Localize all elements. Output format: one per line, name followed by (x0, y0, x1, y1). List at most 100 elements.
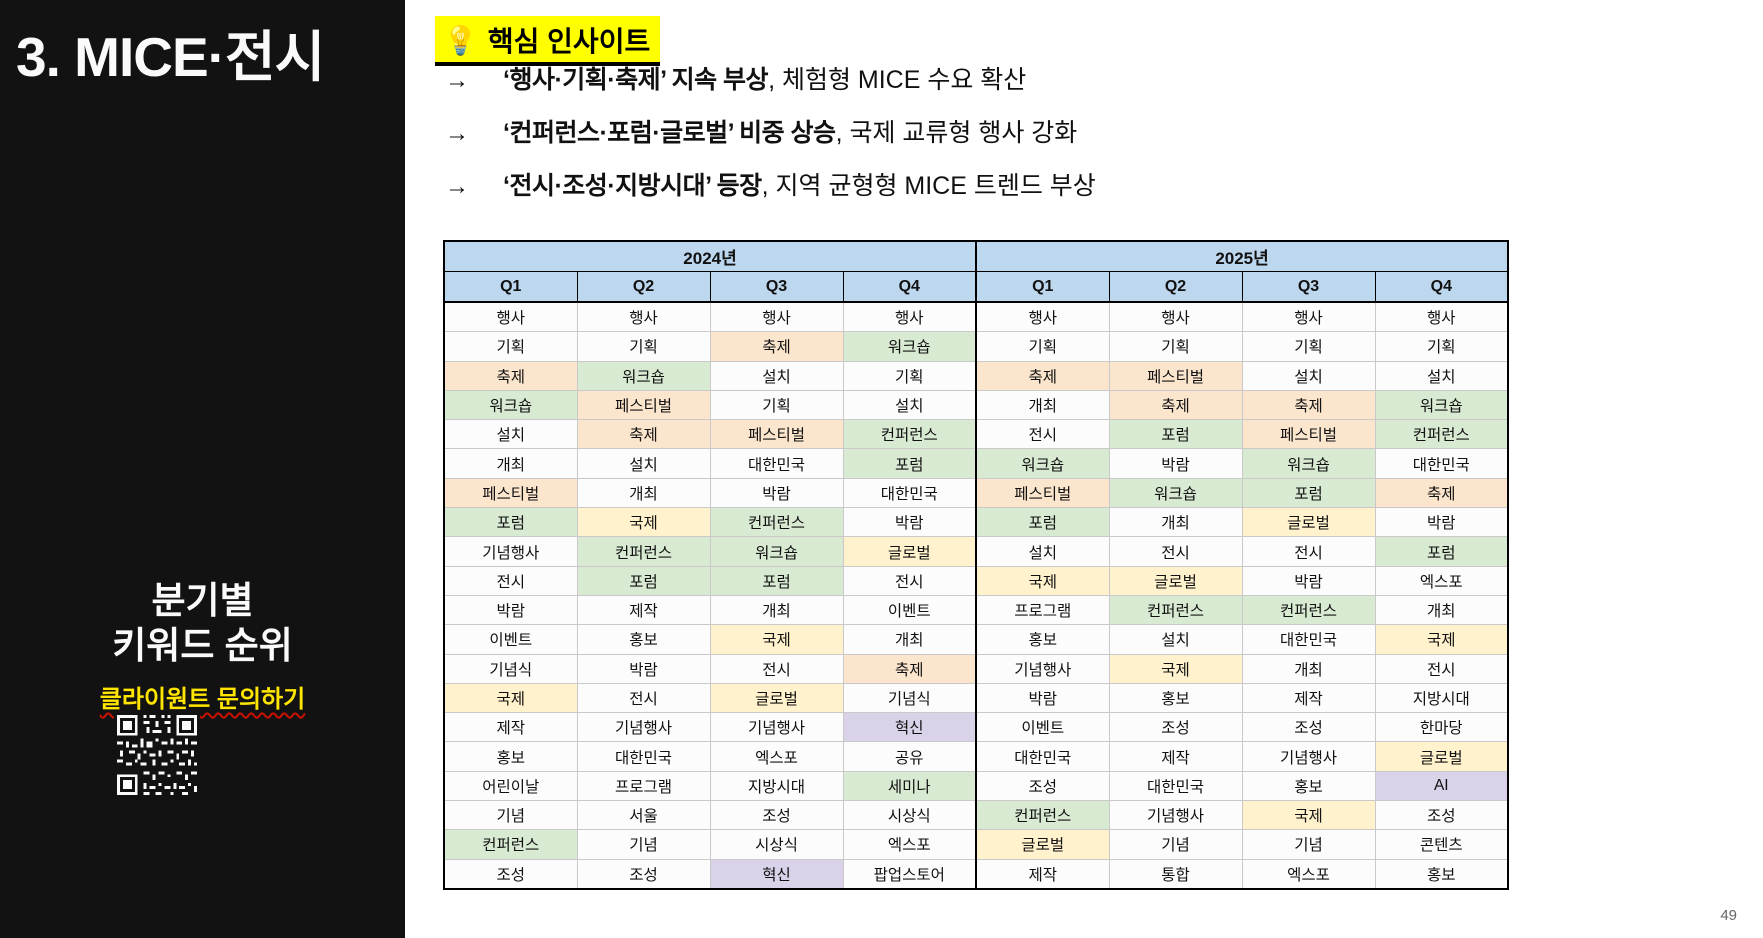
keyword-cell: 축제 (1374, 477, 1509, 509)
table-row: 기념행사 컨퍼런스 워크숍 글로벌 설치 전시 전시 포럼 (443, 536, 1509, 567)
keyword-cell: 박람 (842, 507, 977, 538)
keyword-cell: 기념행사 (1108, 800, 1243, 831)
qr-code (114, 712, 200, 798)
bullet-rest-text: , 국제 교류형 행사 강화 (835, 119, 1078, 147)
keyword-cell: 기념행사 (1241, 741, 1376, 772)
section-title: 3. MICE·전시 (16, 26, 325, 88)
keyword-cell: 혁신 (709, 858, 844, 890)
keyword-cell: 개최 (576, 477, 711, 509)
keyword-cell: 컨퍼런스 (576, 536, 711, 567)
keyword-cell: 국제 (576, 507, 711, 538)
quarter-header: Q2 (1108, 271, 1243, 303)
keyword-cell: 대한민국 (1108, 770, 1243, 802)
insight-title: 핵심 인사이트 (487, 26, 651, 57)
keyword-cell: 조성 (1108, 712, 1243, 743)
keyword-cell: 행사 (1241, 301, 1376, 333)
keyword-cell: 전시 (443, 565, 578, 596)
keyword-cell: 포럼 (1374, 536, 1509, 567)
insight-bullet-3: → ‘전시·조성·지방시대’ 등장, 지역 균형형 MICE 트렌드 부상 (445, 166, 1725, 202)
keyword-cell: 기념행사 (709, 712, 844, 743)
keyword-cell: 행사 (1108, 301, 1243, 333)
keyword-cell: 프로그램 (975, 594, 1110, 626)
keyword-cell: 기획 (975, 331, 1110, 362)
year-header: 2024년 (443, 240, 977, 272)
keyword-cell: 조성 (709, 800, 844, 831)
keyword-cell: 팝업스토어 (842, 858, 977, 890)
quarter-header: Q1 (443, 271, 578, 303)
keyword-cell: 제작 (576, 594, 711, 626)
keyword-cell: 글로벌 (709, 682, 844, 714)
table-row: 어린이날 프로그램 지방시대 세미나 조성 대한민국 홍보 AI (443, 770, 1509, 802)
table-row: 기념식 박람 전시 축제 기념행사 국제 개최 전시 (443, 653, 1509, 684)
keyword-cell: 국제 (709, 624, 844, 655)
contact-link[interactable]: 클라이원트 문의하기 (99, 686, 306, 713)
keyword-cell: 세미나 (842, 770, 977, 802)
bullet-bold-text: ‘전시·조성·지방시대’ 등장 (503, 172, 762, 200)
keyword-cell: 기획 (709, 389, 844, 421)
keyword-cell: 국제 (443, 682, 578, 714)
keyword-cell: 국제 (1374, 624, 1509, 655)
keyword-cell: 기획 (576, 331, 711, 362)
keyword-cell: 축제 (975, 360, 1110, 391)
keyword-cell: 엑스포 (1374, 565, 1509, 596)
table-row: 컨퍼런스 기념 시상식 엑스포 글로벌 기념 기념 콘텐츠 (443, 829, 1509, 860)
keyword-cell: 페스티벌 (709, 419, 844, 450)
keyword-cell: 기념 (443, 800, 578, 831)
keyword-cell: 설치 (1241, 360, 1376, 391)
lightbulb-icon: 💡 (443, 24, 478, 56)
main-content: 💡 핵심 인사이트 → ‘행사·기획·축제’ 지속 부상, 체험형 MICE 수요… (405, 0, 1763, 938)
keyword-cell: 조성 (443, 858, 578, 890)
keyword-cell: 컨퍼런스 (975, 800, 1110, 831)
bullet-bold-text: ‘컨퍼런스·포럼·글로벌’ 비중 상승 (503, 119, 836, 147)
keyword-cell: 기획 (842, 360, 977, 391)
table-row: 전시 포럼 포럼 전시 국제 글로벌 박람 엑스포 (443, 565, 1509, 596)
keyword-cell: 축제 (709, 331, 844, 362)
keyword-cell: 기념행사 (443, 536, 578, 567)
insight-bullet-2: → ‘컨퍼런스·포럼·글로벌’ 비중 상승, 국제 교류형 행사 강화 (445, 113, 1725, 149)
keyword-cell: 설치 (1108, 624, 1243, 655)
keyword-cell: 포럼 (1241, 477, 1376, 509)
keyword-cell: 이벤트 (842, 594, 977, 626)
keyword-cell: 개최 (1108, 507, 1243, 538)
keyword-cell: 국제 (1108, 653, 1243, 684)
keyword-cell: 글로벌 (842, 536, 977, 567)
keyword-cell: 통합 (1108, 858, 1243, 890)
bullet-rest-text: , 체험형 MICE 수요 확산 (768, 66, 1027, 94)
keyword-cell: 엑스포 (709, 741, 844, 772)
keyword-cell: 기획 (443, 331, 578, 362)
keyword-cell: 축제 (443, 360, 578, 391)
keyword-cell: 포럼 (1108, 419, 1243, 450)
table-row: 행사 행사 행사 행사 행사 행사 행사 행사 (443, 301, 1509, 333)
keyword-cell: 조성 (975, 770, 1110, 802)
keyword-cell: 개최 (1241, 653, 1376, 684)
sidebar: 3. MICE·전시 분기별 키워드 순위 클라이원트 문의하기 (0, 0, 405, 938)
keyword-cell: 전시 (1108, 536, 1243, 567)
keyword-table: 2024년 2025년 Q1 Q2 Q3 Q4 Q1 Q2 Q3 Q4 행사 행사 행사 행사 행사 행사 행사… (443, 240, 1510, 890)
table-row: 기념 서울 조성 시상식 컨퍼런스 기념행사 국제 조성 (443, 800, 1509, 831)
keyword-cell: 행사 (709, 301, 844, 333)
keyword-cell: 박람 (443, 594, 578, 626)
keyword-cell: 페스티벌 (1108, 360, 1243, 391)
keyword-cell: 기념식 (443, 653, 578, 684)
table-row: 설치 축제 페스티벌 컨퍼런스 전시 포럼 페스티벌 컨퍼런스 (443, 419, 1509, 450)
keyword-cell: 대한민국 (1241, 624, 1376, 655)
keyword-cell: 컨퍼런스 (1374, 419, 1509, 450)
keyword-cell: 홍보 (443, 741, 578, 772)
keyword-cell: 개최 (975, 389, 1110, 421)
keyword-cell: 기념행사 (576, 712, 711, 743)
keyword-cell: 이벤트 (975, 712, 1110, 743)
table-row: 조성 조성 혁신 팝업스토어 제작 통합 엑스포 홍보 (443, 858, 1509, 890)
keyword-cell: 박람 (576, 653, 711, 684)
keyword-cell: 포럼 (709, 565, 844, 596)
keyword-cell: AI (1374, 770, 1509, 802)
keyword-cell: 제작 (1108, 741, 1243, 772)
keyword-cell: 시상식 (842, 800, 977, 831)
quarter-header: Q3 (1241, 271, 1376, 303)
table-wrap: 2024년 2025년 Q1 Q2 Q3 Q4 Q1 Q2 Q3 Q4 행사 행사 행사 행사 행사 행사 행사… (443, 240, 1510, 890)
keyword-cell: 워크숍 (709, 536, 844, 567)
keyword-cell: 기획 (1241, 331, 1376, 362)
table-row: 워크숍 페스티벌 기획 설치 개최 축제 축제 워크숍 (443, 389, 1509, 421)
keyword-cell: 글로벌 (1108, 565, 1243, 596)
keyword-cell: 대한민국 (975, 741, 1110, 772)
keyword-cell: 설치 (443, 419, 578, 450)
